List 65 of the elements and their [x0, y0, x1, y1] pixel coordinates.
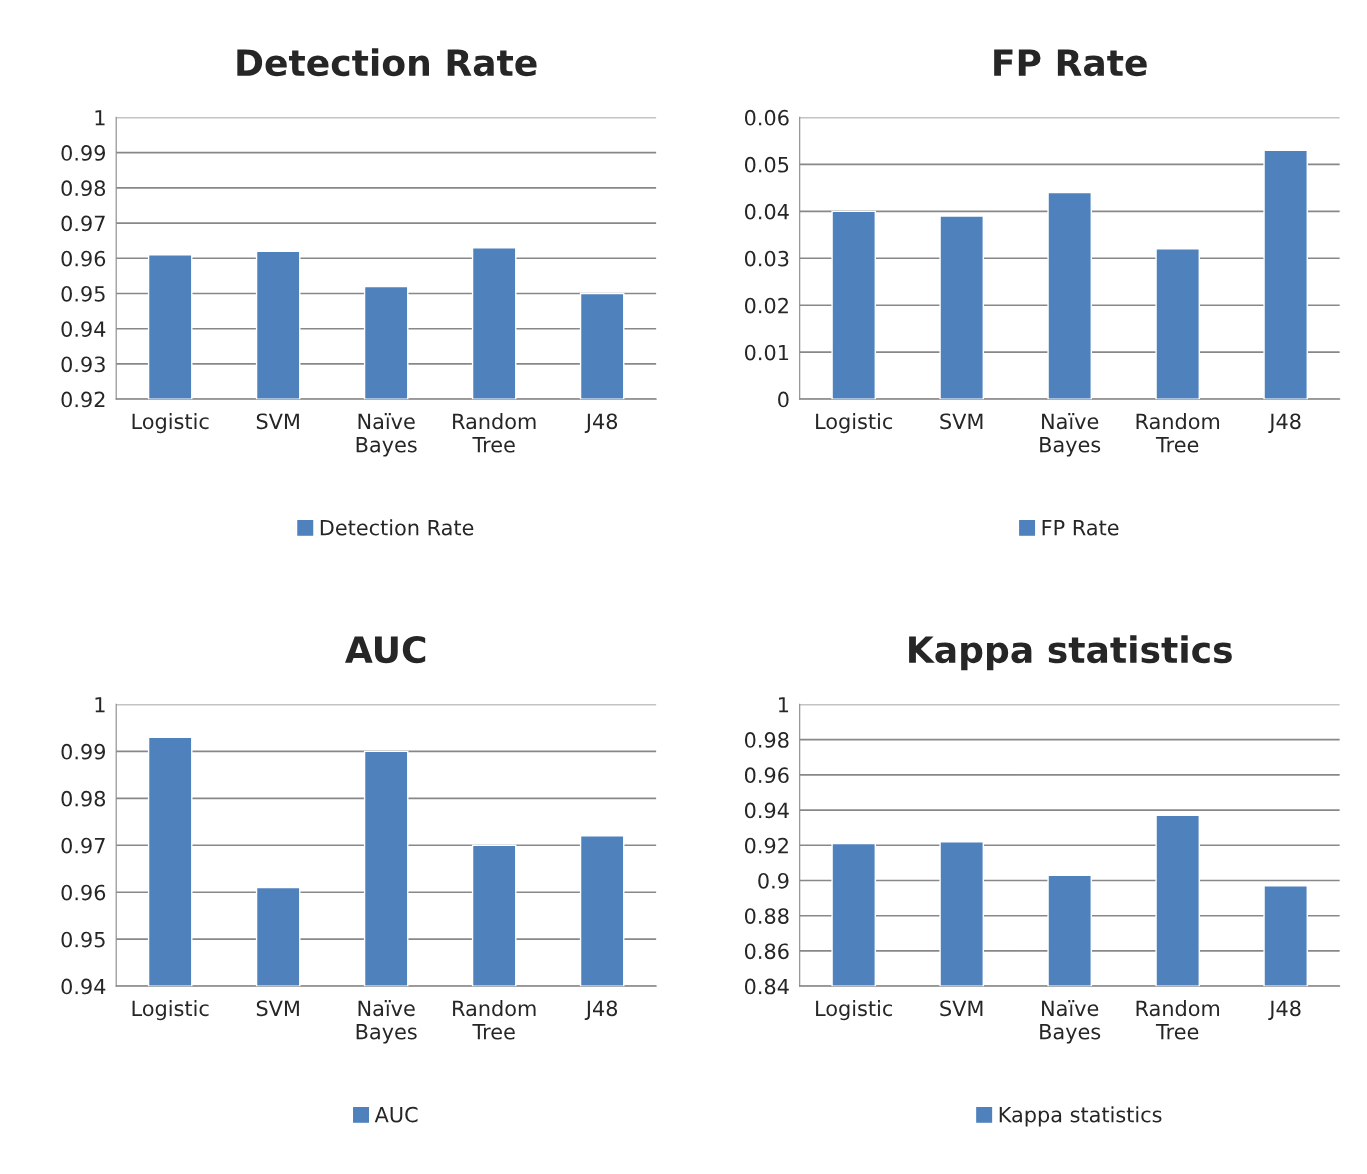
y-tick-label: 0.02 [744, 297, 788, 314]
bar [1263, 149, 1308, 400]
y-tick-label: 0.97 [61, 837, 105, 854]
y-tick-label: 0.92 [744, 837, 788, 854]
y-tick-label: 0.86 [744, 943, 789, 960]
chart-title: Detection Rate [237, 48, 537, 77]
y-tick-label: 0.92 [61, 391, 105, 408]
y-tick-label: 1 [95, 110, 105, 126]
chart-title: Kappa statistics [909, 635, 1232, 671]
y-tick-label: 0.98 [61, 790, 106, 807]
x-tick-label: SVM [940, 413, 983, 430]
x-tick-label: J48 [584, 1000, 618, 1021]
bar [939, 215, 984, 400]
x-tick-label: Naïve Bayes [356, 1000, 417, 1044]
y-tick-label: 0.96 [61, 250, 106, 267]
y-tick-label: 0.99 [61, 145, 106, 161]
y-tick-label: 0.94 [744, 802, 789, 819]
y-tick-label: 0 [778, 391, 789, 408]
y-tick-label: 0.03 [744, 250, 789, 267]
y-tick-label: 1 [95, 697, 105, 713]
bar [1155, 248, 1200, 400]
x-tick-label: Naïve Bayes [1040, 413, 1101, 457]
y-tick-label: 0.99 [61, 743, 106, 760]
x-tick-label: SVM [256, 413, 299, 430]
x-tick-label: J48 [1268, 1000, 1301, 1021]
y-tick-label: 0.88 [744, 908, 789, 924]
x-tick-label: Naïve Bayes [1040, 1000, 1101, 1044]
y-tick-label: 0.96 [744, 767, 789, 784]
x-tick-label: Random Tree [453, 1000, 536, 1040]
x-tick-label: Naïve Bayes [356, 413, 417, 457]
y-tick-label: 0.04 [744, 203, 789, 220]
x-tick-label: Logistic [132, 413, 209, 434]
x-tick-label: SVM [256, 1000, 299, 1017]
y-tick-label: 0.95 [61, 931, 105, 948]
legend-label: Kappa statistics [999, 1106, 1162, 1127]
y-tick-label: 0.05 [744, 156, 789, 173]
y-tick-label: 1 [779, 697, 789, 713]
legend-label: FP Rate [1042, 519, 1119, 536]
x-tick-label: J48 [584, 413, 618, 434]
x-tick-label: Logistic [132, 1000, 209, 1021]
y-tick-label: 0.01 [744, 344, 789, 361]
bar [1047, 191, 1092, 400]
x-tick-label: J48 [1268, 413, 1301, 434]
x-tick-label: Random Tree [453, 413, 536, 453]
x-tick-label: Logistic [816, 413, 893, 434]
y-tick-label: 0.06 [744, 109, 789, 126]
y-tick-label: 0.95 [61, 285, 105, 302]
x-tick-label: Logistic [816, 1000, 893, 1021]
legend-label: Detection Rate [320, 519, 474, 536]
y-tick-label: 0.98 [744, 732, 789, 748]
x-tick-label: Random Tree [1136, 413, 1220, 453]
y-tick-label: 0.96 [61, 884, 106, 901]
bar [831, 210, 876, 400]
y-tick-label: 0.93 [61, 356, 105, 373]
y-tick-label: 0.94 [61, 321, 106, 337]
chart-title: FP Rate [994, 49, 1147, 77]
y-tick-label: 0.84 [744, 978, 789, 995]
y-tick-label: 0.97 [61, 215, 105, 232]
x-tick-label: SVM [940, 1000, 983, 1017]
y-tick-label: 0.9 [758, 872, 789, 889]
chart-title: AUC [345, 635, 426, 664]
x-tick-label: Random Tree [1136, 1000, 1220, 1040]
y-tick-label: 0.98 [61, 180, 106, 197]
legend-label: AUC [374, 1106, 418, 1123]
y-tick-label: 0.94 [61, 978, 106, 995]
